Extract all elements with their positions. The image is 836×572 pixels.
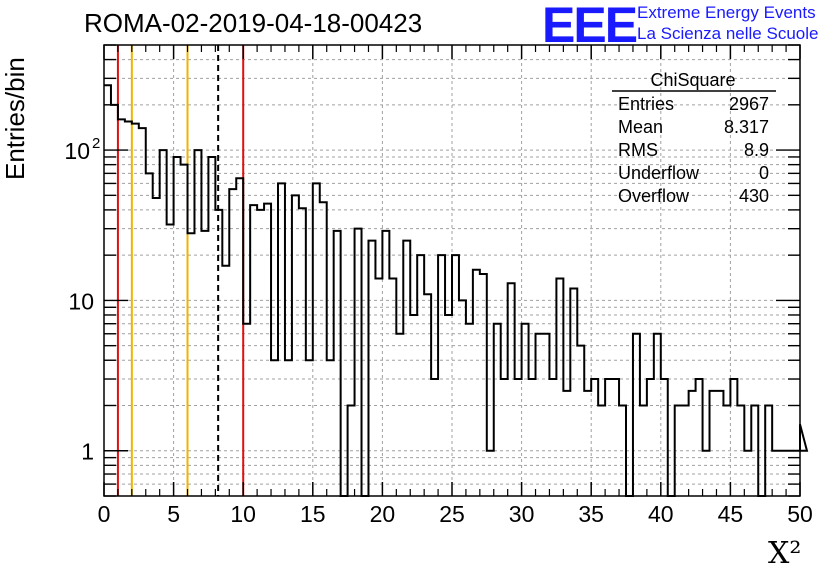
x-tick-label: 20 bbox=[370, 501, 396, 527]
stats-row-value: 8.317 bbox=[724, 117, 769, 137]
eee-logo-line2: La Scienza nelle Scuole bbox=[637, 24, 819, 43]
stats-row-label: Underflow bbox=[618, 163, 700, 183]
stats-row-value: 0 bbox=[759, 163, 769, 183]
stats-title: ChiSquare bbox=[650, 70, 735, 90]
x-tick-label: 0 bbox=[98, 501, 111, 527]
x-tick-label: 5 bbox=[167, 501, 180, 527]
stats-box: ChiSquare Entries 2967 Mean 8.317 RMS 8.9 Unde… bbox=[612, 70, 776, 206]
x-tick-label: 30 bbox=[509, 501, 535, 527]
plot-frame bbox=[103, 44, 801, 497]
chart-title: ROMA-02-2019-04-18-00423 bbox=[84, 8, 423, 38]
x-tick-label: 15 bbox=[300, 501, 326, 527]
x-tick-label: 45 bbox=[718, 501, 744, 527]
histogram-series bbox=[104, 84, 809, 497]
y-tick-label: 10 bbox=[64, 138, 90, 164]
stats-row-label: RMS bbox=[618, 140, 658, 160]
stats-row-value: 430 bbox=[739, 186, 769, 206]
x-tick-label: 35 bbox=[578, 501, 604, 527]
x-tick-label: 25 bbox=[439, 501, 465, 527]
x-tick-label: 40 bbox=[648, 501, 674, 527]
stats-row-label: Overflow bbox=[618, 186, 690, 206]
stats-row-value: 2967 bbox=[729, 94, 769, 114]
stats-row-label: Entries bbox=[618, 94, 674, 114]
x-axis-label: X² bbox=[768, 536, 802, 571]
marker-lines bbox=[116, 45, 245, 496]
x-tick-label: 10 bbox=[230, 501, 256, 527]
x-tick-label: 50 bbox=[787, 501, 813, 527]
y-tick-exponent: 2 bbox=[92, 135, 100, 152]
y-tick-label: 10 bbox=[68, 288, 94, 314]
eee-logo-line1: Extreme Energy Events bbox=[637, 3, 816, 22]
y-tick-label: 1 bbox=[81, 439, 94, 465]
stats-row-label: Mean bbox=[618, 117, 663, 137]
eee-logo: EEE bbox=[542, 0, 638, 53]
stats-row-value: 8.9 bbox=[744, 140, 769, 160]
